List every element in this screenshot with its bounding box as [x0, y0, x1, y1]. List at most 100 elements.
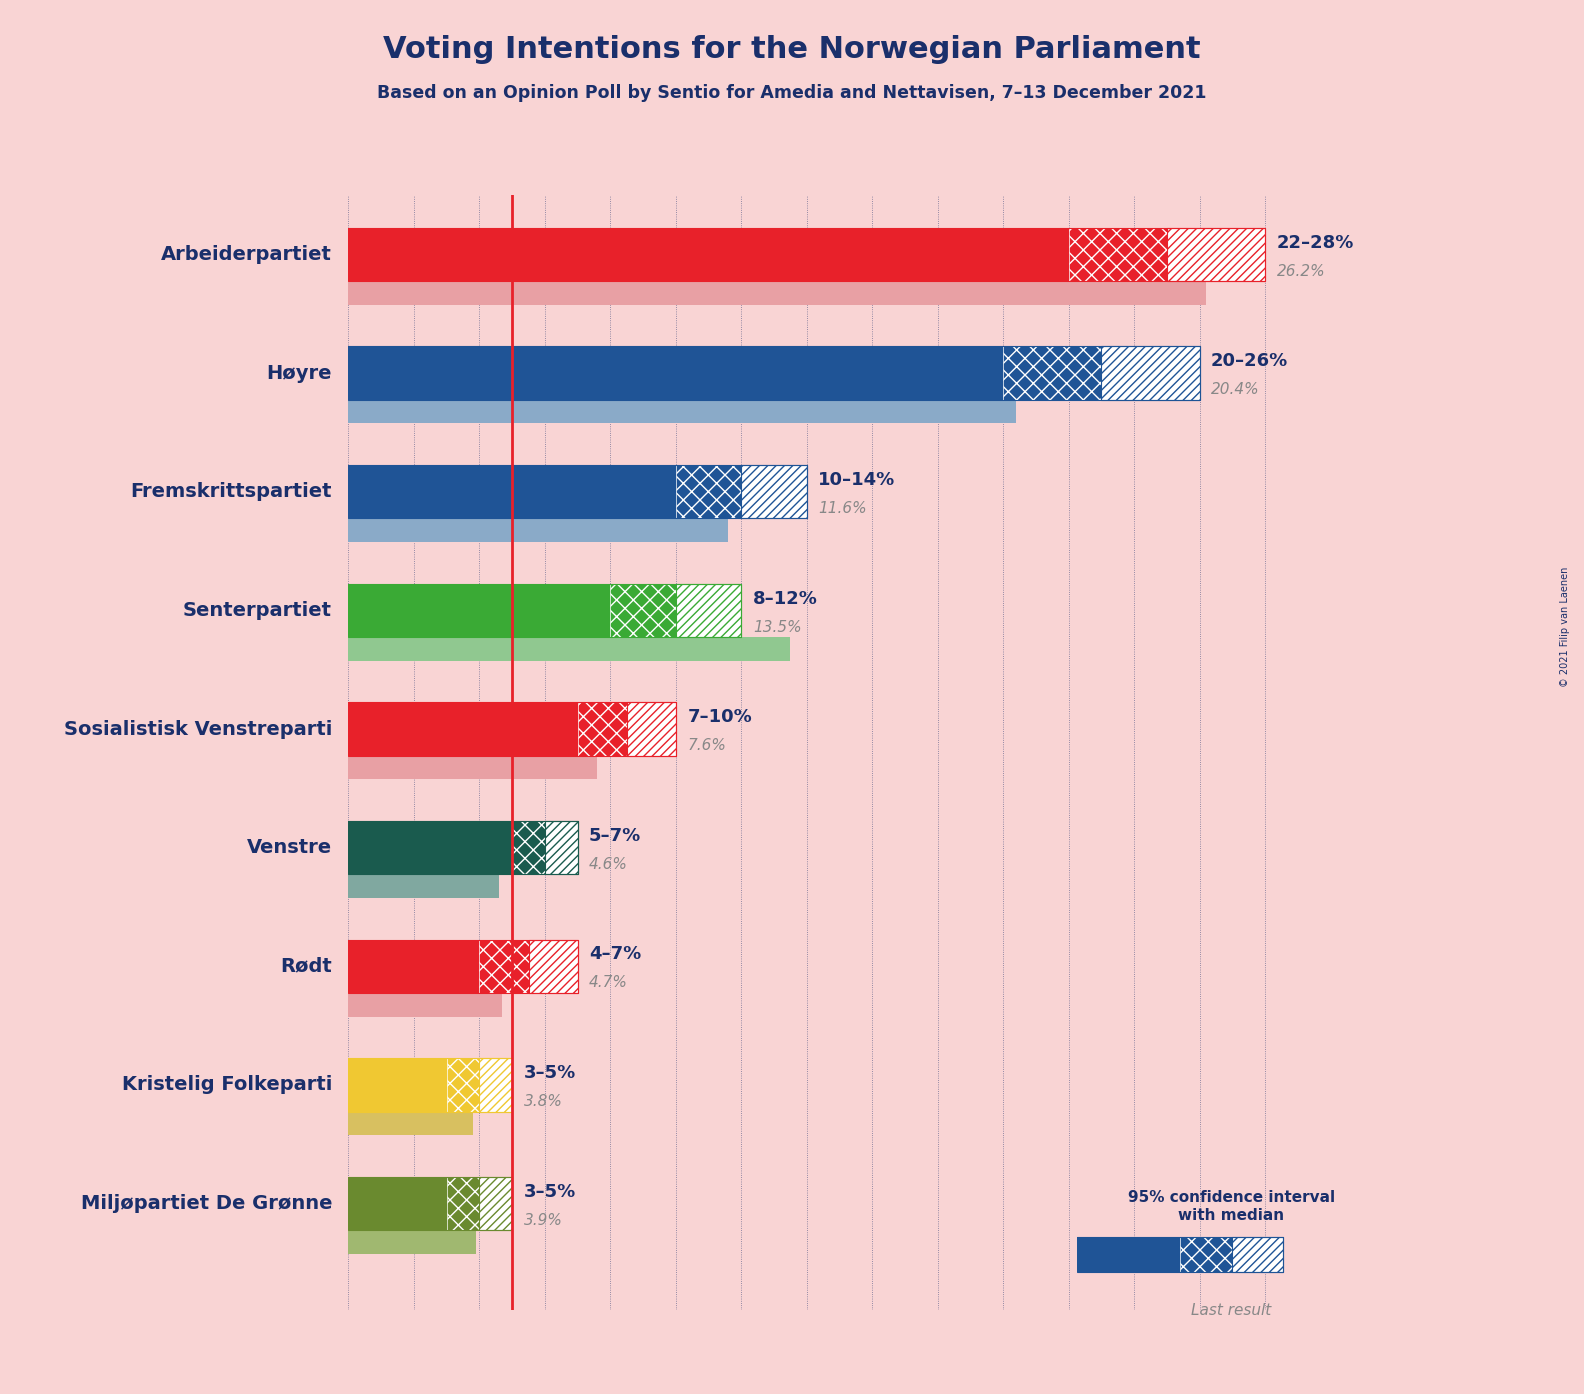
- Bar: [348, 940, 480, 993]
- Text: 8–12%: 8–12%: [752, 590, 817, 608]
- Bar: [529, 940, 578, 993]
- Bar: [447, 1058, 480, 1111]
- Bar: [348, 1058, 512, 1111]
- Text: 3.9%: 3.9%: [524, 1213, 562, 1228]
- Text: 11.6%: 11.6%: [819, 500, 866, 516]
- Bar: [676, 584, 741, 637]
- Bar: [1180, 1236, 1232, 1273]
- Bar: [348, 400, 1017, 424]
- Bar: [447, 1177, 480, 1231]
- Bar: [348, 1111, 474, 1135]
- Bar: [348, 874, 499, 898]
- Bar: [480, 1177, 512, 1231]
- Text: 22–28%: 22–28%: [1277, 234, 1354, 251]
- Bar: [1077, 1236, 1180, 1273]
- Text: 3–5%: 3–5%: [524, 1182, 577, 1200]
- Bar: [545, 821, 578, 874]
- Text: 26.2%: 26.2%: [1277, 263, 1326, 279]
- Bar: [348, 347, 1003, 400]
- Bar: [1069, 227, 1167, 282]
- Bar: [1101, 347, 1199, 400]
- Text: 3.8%: 3.8%: [524, 1094, 562, 1110]
- Text: Kristelig Folkeparti: Kristelig Folkeparti: [122, 1075, 333, 1094]
- Bar: [578, 703, 627, 756]
- Text: Rødt: Rødt: [280, 956, 333, 976]
- Bar: [1003, 347, 1101, 400]
- Bar: [1101, 347, 1199, 400]
- Text: 10–14%: 10–14%: [819, 471, 895, 489]
- Bar: [480, 940, 529, 993]
- Text: 20–26%: 20–26%: [1212, 353, 1288, 371]
- Bar: [348, 466, 806, 519]
- Bar: [529, 940, 578, 993]
- Bar: [480, 940, 529, 993]
- Bar: [1180, 1236, 1232, 1273]
- Bar: [1167, 227, 1266, 282]
- Text: 20.4%: 20.4%: [1212, 382, 1259, 397]
- Bar: [348, 1230, 477, 1253]
- Text: Fremskrittspartiet: Fremskrittspartiet: [130, 482, 333, 502]
- Text: Venstre: Venstre: [247, 838, 333, 857]
- Bar: [676, 466, 741, 519]
- Bar: [348, 821, 578, 874]
- Bar: [627, 703, 676, 756]
- Bar: [348, 756, 597, 779]
- Text: 95% confidence interval
with median: 95% confidence interval with median: [1128, 1190, 1335, 1223]
- Bar: [480, 1058, 512, 1111]
- Bar: [348, 584, 741, 637]
- Bar: [480, 1177, 512, 1231]
- Bar: [348, 821, 512, 874]
- Text: Arbeiderpartiet: Arbeiderpartiet: [162, 245, 333, 263]
- Bar: [348, 282, 1205, 305]
- Text: Last result: Last result: [1191, 1303, 1272, 1317]
- Bar: [1077, 1236, 1283, 1273]
- Bar: [348, 993, 502, 1016]
- Text: 4.6%: 4.6%: [589, 857, 627, 871]
- Bar: [512, 821, 545, 874]
- Bar: [348, 1058, 447, 1111]
- Bar: [1232, 1236, 1283, 1273]
- Text: 3–5%: 3–5%: [524, 1064, 577, 1082]
- Bar: [1069, 227, 1167, 282]
- Bar: [610, 584, 676, 637]
- Bar: [348, 1177, 447, 1231]
- Bar: [348, 1177, 512, 1231]
- Text: © 2021 Filip van Laenen: © 2021 Filip van Laenen: [1560, 567, 1570, 687]
- Bar: [447, 1058, 480, 1111]
- Text: Miljøpartiet De Grønne: Miljøpartiet De Grønne: [81, 1195, 333, 1213]
- Bar: [348, 637, 790, 661]
- Bar: [1167, 227, 1266, 282]
- Bar: [348, 227, 1069, 282]
- Bar: [676, 584, 741, 637]
- Text: 7–10%: 7–10%: [687, 708, 752, 726]
- Bar: [447, 1177, 480, 1231]
- Bar: [348, 703, 676, 756]
- Text: Voting Intentions for the Norwegian Parliament: Voting Intentions for the Norwegian Parl…: [383, 35, 1201, 64]
- Bar: [610, 584, 676, 637]
- Text: 5–7%: 5–7%: [589, 827, 642, 845]
- Text: 13.5%: 13.5%: [752, 619, 802, 634]
- Text: 4–7%: 4–7%: [589, 945, 642, 963]
- Bar: [1003, 347, 1101, 400]
- Bar: [348, 466, 676, 519]
- Text: Senterpartiet: Senterpartiet: [184, 601, 333, 620]
- Text: Høyre: Høyre: [266, 364, 333, 382]
- Bar: [348, 940, 578, 993]
- Bar: [1232, 1236, 1283, 1273]
- Text: 4.7%: 4.7%: [589, 976, 627, 990]
- Bar: [348, 227, 1266, 282]
- Bar: [348, 703, 578, 756]
- Text: Sosialistisk Venstreparti: Sosialistisk Venstreparti: [63, 719, 333, 739]
- Bar: [578, 703, 627, 756]
- Bar: [545, 821, 578, 874]
- Bar: [512, 821, 545, 874]
- Bar: [741, 466, 806, 519]
- Bar: [627, 703, 676, 756]
- Text: 7.6%: 7.6%: [687, 739, 725, 753]
- Text: Based on an Opinion Poll by Sentio for Amedia and Nettavisen, 7–13 December 2021: Based on an Opinion Poll by Sentio for A…: [377, 84, 1207, 102]
- Bar: [348, 347, 1199, 400]
- Bar: [741, 466, 806, 519]
- Bar: [348, 519, 729, 542]
- Bar: [676, 466, 741, 519]
- Bar: [348, 584, 610, 637]
